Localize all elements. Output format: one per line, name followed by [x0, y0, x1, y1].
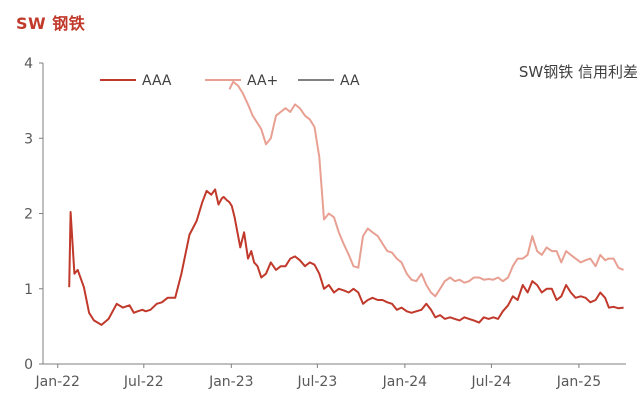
x-tick-label: Jul-22 — [123, 374, 164, 390]
x-tick-label: Jan-23 — [208, 374, 253, 390]
x-tick-label: Jan-25 — [556, 374, 601, 390]
y-tick-label: 2 — [24, 207, 33, 223]
page-title: SW 钢铁 — [16, 14, 86, 33]
series-line-aaa — [68, 188, 624, 326]
legend-label-aa-plus: AA+ — [247, 73, 278, 89]
y-tick-label: 1 — [24, 282, 33, 298]
y-tick-label: 0 — [24, 357, 33, 373]
chart-legend: AAA AA+ AA — [100, 73, 360, 89]
series-layer — [68, 80, 624, 326]
x-tick-label: Jul-24 — [471, 374, 512, 390]
y-tick-label: 4 — [24, 56, 33, 72]
chart-axes: 0 1 2 3 4 Jan-22 Jul-22 Jan-23 Jul-23 Jan-24 Jul-2… — [24, 56, 626, 390]
series-line-aa-plus — [228, 80, 624, 298]
x-tick-label: Jul-23 — [296, 374, 337, 390]
legend-label-aa: AA — [340, 73, 360, 89]
x-tick-label: Jan-22 — [35, 374, 80, 390]
y-tick-label: 3 — [24, 131, 33, 147]
x-tick-label: Jan-24 — [382, 374, 428, 390]
legend-label-aaa: AAA — [142, 73, 172, 89]
chart-annotation: SW钢铁 信用利差 — [519, 63, 638, 81]
